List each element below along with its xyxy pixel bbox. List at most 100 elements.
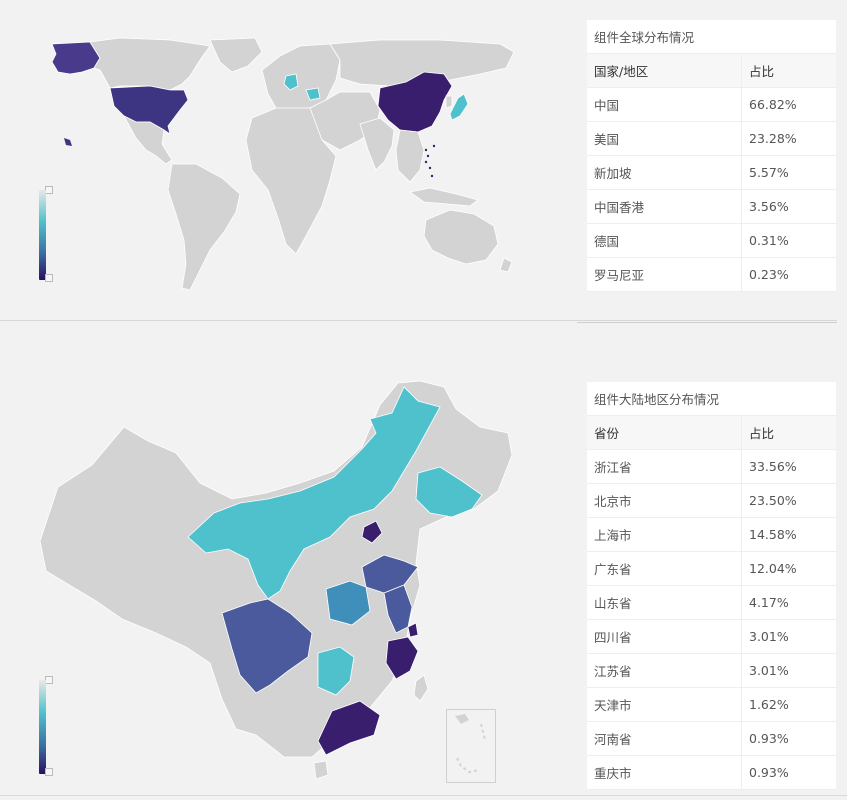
column-header-share: 占比 bbox=[741, 415, 836, 450]
row-name: 山东省 bbox=[587, 585, 742, 620]
table-row: 新加坡 5.57% bbox=[587, 155, 836, 190]
table-title-row: 组件全球分布情况 bbox=[587, 20, 836, 54]
map-region-heilongjiang[interactable] bbox=[415, 466, 483, 518]
map-region-indonesia[interactable] bbox=[409, 187, 479, 207]
row-name: 德国 bbox=[587, 223, 742, 258]
map-region-europe[interactable] bbox=[261, 43, 341, 113]
china-map bbox=[39, 380, 513, 780]
table-row: 美国 23.28% bbox=[587, 121, 836, 156]
table-row: 河南省 0.93% bbox=[587, 721, 836, 756]
row-name: 新加坡 bbox=[587, 155, 742, 190]
table-row: 北京市 23.50% bbox=[587, 483, 836, 518]
map-region-romania[interactable] bbox=[305, 87, 321, 101]
legend-max-handle[interactable] bbox=[45, 186, 53, 194]
map-region-russia[interactable] bbox=[329, 39, 515, 87]
map-region-taiwan[interactable] bbox=[413, 674, 429, 702]
row-value: 14.58% bbox=[741, 517, 836, 552]
row-name: 上海市 bbox=[587, 517, 742, 552]
map-region-zhejiang[interactable] bbox=[385, 636, 419, 680]
row-value: 66.82% bbox=[741, 87, 836, 122]
map-region-india[interactable] bbox=[359, 117, 395, 171]
row-value: 23.28% bbox=[741, 121, 836, 156]
panel-divider-right bbox=[577, 322, 837, 323]
row-value: 0.31% bbox=[741, 223, 836, 258]
map-region-beijing[interactable] bbox=[361, 520, 383, 544]
map-region-inner-mongolia-band[interactable] bbox=[187, 386, 441, 600]
map-region-south-america[interactable] bbox=[167, 163, 241, 291]
row-name: 四川省 bbox=[587, 619, 742, 654]
row-name: 广东省 bbox=[587, 551, 742, 586]
row-name: 北京市 bbox=[587, 483, 742, 518]
map-region-henan[interactable] bbox=[325, 580, 371, 626]
map-region-greenland[interactable] bbox=[209, 37, 263, 73]
table-row: 山东省 4.17% bbox=[587, 585, 836, 620]
table-row: 天津市 1.62% bbox=[587, 687, 836, 722]
table-row: 广东省 12.04% bbox=[587, 551, 836, 586]
legend-min-handle[interactable] bbox=[45, 274, 53, 282]
row-value: 23.50% bbox=[741, 483, 836, 518]
table-row: 浙江省 33.56% bbox=[587, 449, 836, 484]
column-header-region: 国家/地区 bbox=[587, 53, 742, 88]
map-region-south-sea-islands bbox=[424, 144, 436, 178]
row-value: 0.93% bbox=[741, 721, 836, 756]
row-value: 3.01% bbox=[741, 653, 836, 688]
global-distribution-table: 组件全球分布情况 国家/地区 占比 中国 66.82% 美国 23.28% 新加… bbox=[587, 20, 836, 292]
table-title-row: 组件大陆地区分布情况 bbox=[587, 382, 836, 416]
row-name: 天津市 bbox=[587, 687, 742, 722]
mainland-distribution-table: 组件大陆地区分布情况 省份 占比 浙江省 33.56% 北京市 23.50% 上… bbox=[587, 382, 836, 790]
row-name: 中国 bbox=[587, 87, 742, 122]
map-region-chongqing[interactable] bbox=[317, 646, 355, 696]
legend-gradient-bar bbox=[39, 190, 46, 280]
table-header-row: 国家/地区 占比 bbox=[587, 53, 836, 88]
map-region-guangdong[interactable] bbox=[317, 700, 381, 756]
map-region-china[interactable] bbox=[377, 71, 453, 133]
row-name: 浙江省 bbox=[587, 449, 742, 484]
world-map bbox=[51, 37, 515, 291]
row-name: 河南省 bbox=[587, 721, 742, 756]
map-region-germany[interactable] bbox=[283, 73, 299, 91]
row-value: 33.56% bbox=[741, 449, 836, 484]
table-row: 中国 66.82% bbox=[587, 87, 836, 122]
row-value: 3.01% bbox=[741, 619, 836, 654]
panel-divider bbox=[0, 320, 837, 321]
map-region-new-zealand[interactable] bbox=[499, 257, 513, 273]
map-region-africa[interactable] bbox=[245, 107, 337, 255]
row-value: 3.56% bbox=[741, 189, 836, 224]
map-region-sichuan[interactable] bbox=[221, 598, 313, 694]
table-title: 组件全球分布情况 bbox=[587, 20, 836, 54]
mainland-color-legend bbox=[39, 676, 59, 776]
table-header-row: 省份 占比 bbox=[587, 415, 836, 450]
row-value: 0.93% bbox=[741, 755, 836, 790]
map-region-shanghai[interactable] bbox=[407, 622, 419, 638]
south-china-sea-inset bbox=[446, 709, 496, 783]
table-row: 罗马尼亚 0.23% bbox=[587, 257, 836, 292]
row-name: 江苏省 bbox=[587, 653, 742, 688]
table-row: 德国 0.31% bbox=[587, 223, 836, 258]
map-region-mexico[interactable] bbox=[123, 115, 173, 165]
column-header-share: 占比 bbox=[741, 53, 836, 88]
map-region-canada[interactable] bbox=[89, 37, 211, 91]
row-name: 美国 bbox=[587, 121, 742, 156]
table-row: 重庆市 0.93% bbox=[587, 755, 836, 790]
row-value: 4.17% bbox=[741, 585, 836, 620]
legend-gradient-bar bbox=[39, 680, 46, 774]
legend-min-handle[interactable] bbox=[45, 768, 53, 776]
map-region-hainan[interactable] bbox=[313, 760, 329, 780]
mainland-distribution-panel: 组件大陆地区分布情况 省份 占比 浙江省 33.56% 北京市 23.50% 上… bbox=[0, 323, 847, 800]
row-value: 5.57% bbox=[741, 155, 836, 190]
map-region-southeast-asia[interactable] bbox=[395, 129, 425, 183]
map-region-australia[interactable] bbox=[423, 209, 499, 265]
row-name: 重庆市 bbox=[587, 755, 742, 790]
row-value: 1.62% bbox=[741, 687, 836, 722]
map-region-hawaii[interactable] bbox=[64, 138, 72, 146]
map-region-japan[interactable] bbox=[449, 93, 469, 121]
row-value: 12.04% bbox=[741, 551, 836, 586]
legend-max-handle[interactable] bbox=[45, 676, 53, 684]
table-row: 江苏省 3.01% bbox=[587, 653, 836, 688]
map-region-korea[interactable] bbox=[445, 95, 453, 109]
table-row: 四川省 3.01% bbox=[587, 619, 836, 654]
map-region-shandong[interactable] bbox=[361, 554, 419, 594]
table-title: 组件大陆地区分布情况 bbox=[587, 382, 836, 416]
global-distribution-panel: 组件全球分布情况 国家/地区 占比 中国 66.82% 美国 23.28% 新加… bbox=[0, 0, 847, 320]
row-name: 罗马尼亚 bbox=[587, 257, 742, 292]
